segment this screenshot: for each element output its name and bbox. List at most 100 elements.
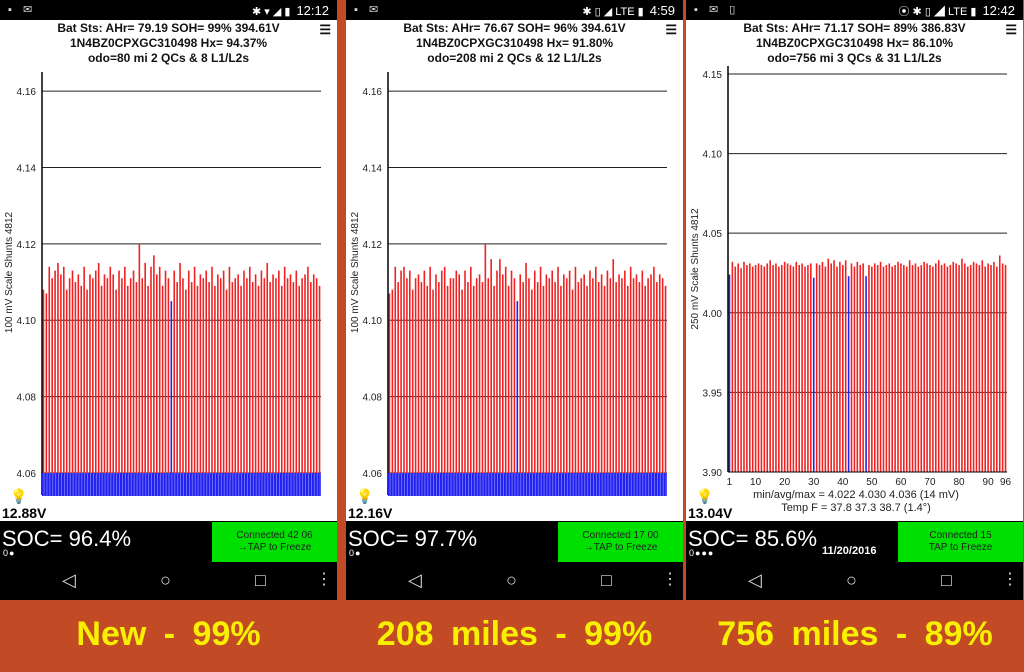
menu-icon[interactable]: ☰ — [319, 22, 331, 37]
cell-bar — [542, 285, 545, 473]
cell-bar — [888, 263, 891, 472]
cell-bar — [458, 274, 461, 473]
cell-bar — [641, 270, 644, 473]
cell-bar — [586, 285, 588, 473]
cell-bar — [821, 261, 824, 472]
back-icon[interactable]: ◁ — [408, 570, 422, 590]
cell-bar — [574, 266, 577, 473]
cell-bar — [248, 266, 251, 473]
notification-icons: ▪ ✉ ▯ — [694, 4, 740, 16]
cell-bar — [129, 278, 132, 473]
cell-bar — [48, 266, 51, 473]
menu-icon[interactable]: ☰ — [1005, 22, 1017, 37]
cell-bar — [251, 282, 254, 473]
y-tick-label: 4.12 — [17, 240, 37, 251]
cell-bar — [214, 285, 216, 473]
y-tick-label: 4.06 — [363, 469, 383, 480]
cell-bar — [815, 263, 818, 472]
cell-bar — [592, 278, 594, 473]
menu-icon[interactable]: ☰ — [665, 22, 677, 37]
cell-bar — [565, 278, 568, 473]
cell-bar — [513, 278, 516, 473]
more-options-icon[interactable]: ⋮ — [316, 571, 332, 588]
cell-bar — [400, 270, 402, 473]
lightbulb-icon[interactable]: 💡 — [356, 488, 374, 504]
cell-bar — [743, 261, 745, 472]
cell-bar — [929, 265, 931, 472]
cell-bar — [516, 301, 519, 473]
temperature-stats: Temp F = 37.8 37.3 38.7 (1.4°) — [781, 502, 931, 514]
cell-bar — [839, 261, 841, 472]
tap-to-freeze-button[interactable]: Connected 15 TAP to Freeze — [898, 522, 1023, 562]
cell-voltage-chart[interactable]: 3.90 3.95 4.00 4.05 4.10 4.15 250 mV Scale Shu… — [686, 66, 1023, 521]
cell-bar — [914, 263, 917, 472]
cell-bar — [310, 282, 312, 473]
tap-to-freeze-button[interactable]: Connected 17 00 →TAP to Freeze — [558, 522, 683, 562]
connected-status: Connected 15 — [929, 530, 992, 541]
back-icon[interactable]: ◁ — [62, 570, 76, 590]
cell-bar — [621, 278, 623, 473]
cell-bar — [961, 258, 963, 472]
cell-voltage-chart[interactable]: 4.06 4.08 4.10 4.12 4.14 4.16 100 mV Scale Shu… — [0, 66, 337, 496]
cell-bar — [228, 266, 231, 473]
lightbulb-icon[interactable]: 💡 — [10, 488, 28, 504]
cell-bar — [501, 274, 504, 473]
cell-bar — [528, 278, 530, 473]
x-tick-label: 90 — [983, 477, 995, 488]
y-tick-label: 4.10 — [17, 316, 37, 327]
cell-bar — [650, 274, 652, 473]
home-icon[interactable]: ○ — [506, 570, 517, 590]
cell-bar — [414, 278, 417, 473]
status-bar: ▪ ✉ ✱ ▯ ◢ LTE ▮ 4:59 — [346, 0, 683, 20]
cell-bar — [900, 263, 902, 472]
phone-screen-756-miles: ▪ ✉ ▯ ⦿ ✱ ▯ ◢ LTE ▮ 12:42 Bat Sts: AHr= 7… — [686, 0, 1023, 600]
y-tick-label: 4.10 — [703, 150, 723, 161]
cell-bar — [121, 278, 123, 473]
cell-bar — [862, 263, 864, 472]
cell-bar — [147, 285, 149, 473]
y-tick-label: 4.16 — [363, 87, 383, 98]
y-tick-label: 4.08 — [363, 393, 383, 404]
back-icon[interactable]: ◁ — [748, 570, 762, 590]
cell-bar — [315, 278, 318, 473]
system-icons: ✱ ▾ ◢ ▮ 12:12 — [252, 3, 329, 18]
cell-bar — [612, 259, 615, 473]
cell-bar — [958, 265, 960, 472]
cell-bar — [440, 270, 443, 473]
recents-icon[interactable]: □ — [941, 570, 952, 590]
connected-status: Connected 42 06 — [236, 530, 313, 541]
cell-bar — [891, 266, 894, 472]
home-icon[interactable]: ○ — [160, 570, 171, 590]
more-options-icon[interactable]: ⋮ — [662, 571, 678, 588]
y-tick-label: 3.95 — [703, 388, 723, 399]
x-tick-label: 70 — [924, 477, 936, 488]
cell-bar — [443, 266, 446, 473]
cell-bar — [868, 265, 870, 472]
lightbulb-icon[interactable]: 💡 — [696, 488, 714, 504]
cell-bar — [423, 270, 426, 473]
cell-bar — [554, 282, 556, 473]
cell-bar — [998, 255, 1001, 472]
cell-bar — [161, 285, 164, 473]
home-icon[interactable]: ○ — [846, 570, 857, 590]
cell-bar — [844, 260, 847, 472]
clock: 12:12 — [296, 3, 329, 18]
cell-bar — [560, 285, 562, 473]
cell-bar — [176, 282, 178, 473]
cell-bar — [86, 289, 88, 473]
recents-icon[interactable]: □ — [255, 570, 266, 590]
connected-status: Connected 17 00 — [582, 530, 659, 541]
cell-bar — [737, 263, 739, 472]
cell-bar — [990, 265, 992, 472]
bottom-bar: SOC= 96.4% 0● Connected 42 06 →TAP to Fr… — [0, 521, 337, 562]
cell-bar — [275, 278, 277, 473]
recents-icon[interactable]: □ — [601, 570, 612, 590]
tap-to-freeze-button[interactable]: Connected 42 06 →TAP to Freeze — [212, 522, 337, 562]
cell-bar — [438, 282, 440, 473]
cell-bar — [533, 270, 536, 473]
more-options-icon[interactable]: ⋮ — [1002, 571, 1018, 588]
cell-bar — [132, 270, 135, 473]
cell-voltage-chart[interactable]: 4.06 4.08 4.10 4.12 4.14 4.16 100 mV Scale Shu… — [346, 66, 683, 496]
cell-bar — [943, 263, 946, 472]
cell-bar — [830, 263, 832, 472]
